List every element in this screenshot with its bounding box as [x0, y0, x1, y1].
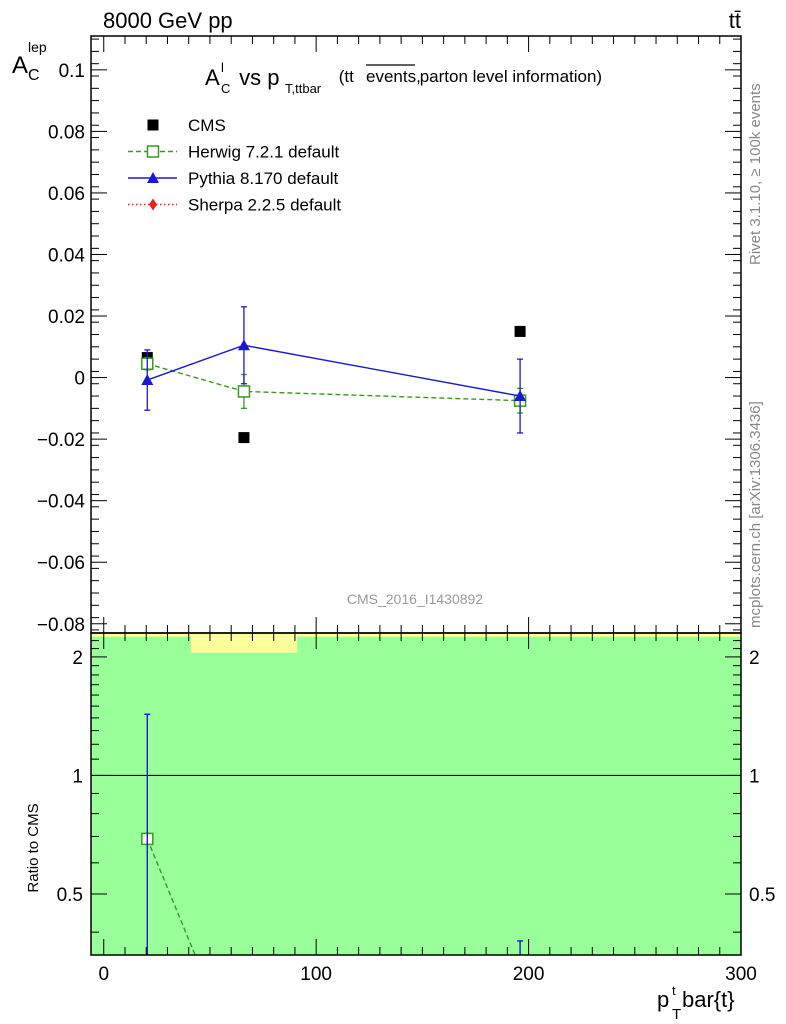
upper-ylabel-sup: lep — [28, 39, 47, 55]
ratio-y-tick-label-right: 0.5 — [749, 885, 775, 906]
series-line-2 — [147, 344, 521, 397]
x-tick-label: 200 — [513, 964, 545, 985]
title-paren-over: events, — [366, 67, 421, 86]
upper-ylabel-main: A — [12, 52, 28, 79]
legend-label-3: Sherpa 2.2.5 default — [188, 196, 341, 215]
xlabel-main: p — [657, 987, 669, 1012]
ratio-series-1 — [144, 713, 524, 955]
upper-ylabel-sub: C — [28, 67, 40, 84]
data-point — [141, 374, 154, 386]
header-energy-label: 8000 GeV pp — [103, 8, 233, 33]
data-point — [514, 325, 526, 337]
y-tick-label: 0.06 — [48, 184, 85, 205]
legend-marker-2 — [147, 172, 159, 183]
series-1 — [141, 356, 527, 414]
x-tick-label: 0 — [98, 964, 109, 985]
analysis-watermark: CMS_2016_I1430892 — [347, 591, 483, 607]
title-a: A — [205, 65, 220, 90]
y-tick-label: −0.06 — [37, 553, 85, 574]
plot-frames: −0.08 −0.06 −0.04 −0.02 0 0.02 0.04 0.06 0.08 0.1… — [37, 35, 775, 985]
title-paren-open: (tt — [334, 67, 354, 86]
legend-label-2: Pythia 8.170 default — [188, 169, 339, 188]
y-tick-label: −0.08 — [37, 615, 85, 636]
legend-marker-1 — [146, 145, 160, 158]
y-tick-label: 0.1 — [59, 61, 85, 82]
series-2 — [141, 306, 527, 434]
y-tick-label: −0.02 — [37, 430, 85, 451]
header-process-label: tt̄ — [729, 8, 741, 33]
title-p-sub: T,ttbar — [285, 81, 322, 96]
legend-label-0: CMS — [188, 116, 226, 135]
legend-marker-0 — [147, 119, 159, 131]
legend: CMS Herwig 7.2.1 default Pythia 8.170 defa… — [128, 116, 341, 215]
upper-ylabel: A lep C — [12, 39, 47, 84]
title-paren-rest: parton level information) — [415, 67, 602, 86]
xlabel-sub: T — [672, 1006, 681, 1023]
rivet-version-label: Rivet 3.1.10, ≥ 100k events — [747, 83, 764, 265]
title-a-sup: l — [221, 60, 224, 75]
ratio-band-1 — [91, 636, 741, 955]
ratio-line-0 — [146, 838, 196, 956]
legend-marker-3 — [149, 198, 157, 211]
ratio-bands — [91, 633, 741, 955]
data-point — [514, 390, 527, 402]
ratio-plot-layer — [91, 713, 741, 956]
upper-plot-layer — [141, 306, 527, 444]
y-tick-label: 0.02 — [48, 307, 85, 328]
ratio-band-2 — [190, 636, 298, 653]
y-tick-label: 0.08 — [48, 122, 85, 143]
data-point — [237, 385, 251, 398]
ratio-y-tick-label-left: 2 — [72, 648, 83, 669]
y-tick-label: 0 — [74, 369, 85, 390]
ratio-y-tick-label-left: 0.5 — [57, 885, 83, 906]
data-point — [238, 432, 250, 444]
chart-title: A l C vs p T,ttbar (tt events, parton le… — [205, 60, 602, 96]
xlabel-sup: t — [672, 983, 676, 998]
y-tick-label: 0.04 — [48, 245, 85, 266]
ratio-y-tick-label-right: 2 — [749, 648, 760, 669]
ratio-y-tick-label-left: 1 — [72, 766, 83, 787]
lower-frame — [90, 632, 742, 956]
y-tick-label: −0.04 — [37, 492, 86, 513]
series-line-1 — [147, 363, 521, 402]
legend-label-1: Herwig 7.2.1 default — [188, 143, 339, 162]
xlabel: p t T bar{t} — [657, 983, 735, 1023]
data-point — [237, 339, 250, 351]
series-0 — [141, 325, 526, 444]
ratio-ylabel: Ratio to CMS — [25, 803, 42, 892]
x-tick-label: 100 — [300, 964, 332, 985]
title-a-sub: C — [221, 81, 230, 96]
xlabel-rest: bar{t} — [682, 987, 735, 1012]
x-tick-label: 300 — [725, 964, 757, 985]
ratio-y-tick-label-right: 1 — [749, 766, 760, 787]
source-label: mcplots.cern.ch [arXiv:1306.3436] — [747, 401, 764, 628]
title-vs: vs p — [233, 65, 279, 90]
